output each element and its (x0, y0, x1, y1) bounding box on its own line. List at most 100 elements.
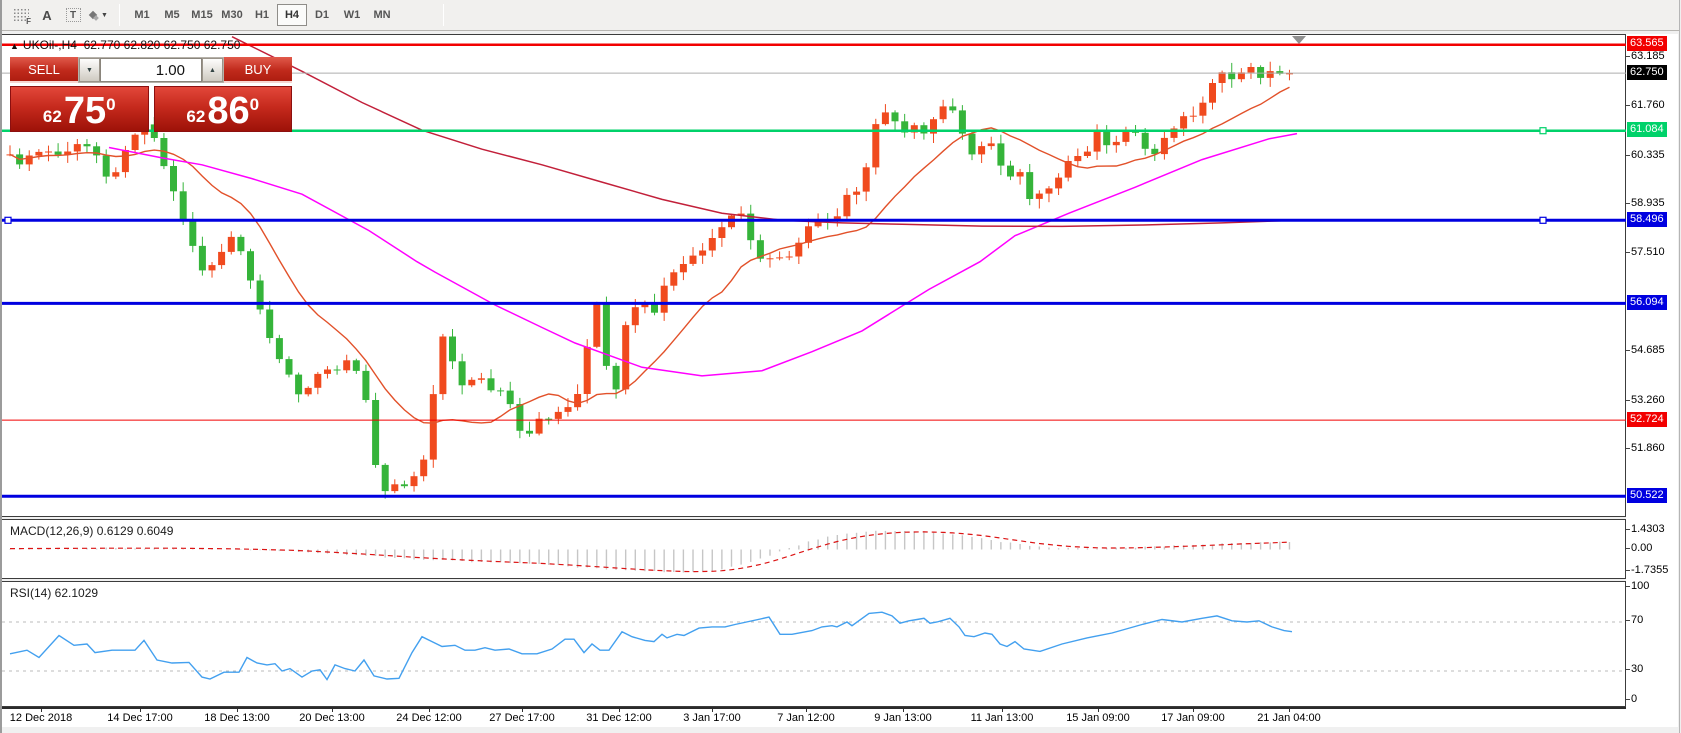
candle-body (429, 394, 437, 460)
candle-body (997, 143, 1005, 166)
timeframe-button-mn[interactable]: MN (373, 9, 391, 21)
timeframe-button-m30[interactable]: M30 (221, 9, 243, 21)
candle-body (1189, 115, 1197, 117)
timeframe-group: M1 M5 M15 M30 H1 H4 D1 W1 MN (127, 4, 397, 26)
date-tick (806, 709, 807, 712)
candle-body (1045, 188, 1053, 194)
font-a-icon[interactable]: A (42, 7, 52, 23)
candle-body (439, 336, 447, 395)
candle-body (400, 484, 408, 487)
candle-body (227, 236, 235, 252)
date-label: 14 Dec 17:00 (107, 712, 173, 724)
candle-body (1160, 137, 1168, 155)
candle-body (35, 151, 43, 156)
candle-body (275, 338, 283, 360)
candle-body (208, 265, 216, 271)
candle-body (54, 151, 62, 155)
price-tick: 54.685 (1626, 344, 1665, 357)
date-label: 31 Dec 12:00 (586, 712, 652, 724)
candle-body (83, 144, 91, 147)
volume-input[interactable]: 1.00 (100, 58, 202, 82)
volume-increase-button[interactable]: ▲ (202, 58, 223, 82)
price-badge: 56.094 (1627, 294, 1667, 310)
candle-body (1016, 172, 1024, 177)
candle-body (843, 194, 851, 217)
toolbar: F A T ▼ M1 M5 M15 M30 H1 H4 D1 W1 MN (2, 0, 1681, 31)
candle-body (766, 258, 774, 260)
text-label-icon[interactable]: T (60, 3, 86, 27)
timeframe-button-h1[interactable]: H1 (254, 9, 270, 21)
toolbar-separator (119, 4, 120, 26)
candle-body (93, 146, 101, 156)
date-label: 21 Jan 04:00 (1257, 712, 1321, 724)
rsi-indicator-panel[interactable]: RSI(14) 62.1029 (2, 581, 1626, 707)
candle-body (343, 360, 351, 371)
timeframe-button-m5[interactable]: M5 (164, 9, 180, 21)
timeframe-button-d1[interactable]: D1 (314, 9, 330, 21)
sell-price-tile[interactable]: 62 75 0 (10, 86, 149, 132)
volume-decrease-button[interactable]: ▼ (79, 58, 100, 82)
candle-body (1026, 172, 1034, 199)
candle-body (862, 167, 870, 192)
date-tick (712, 709, 713, 712)
candle-body (333, 369, 341, 371)
symbol-triangle-icon: ▲ (10, 41, 19, 51)
price-badge: 50.522 (1627, 487, 1667, 503)
candle-body (891, 112, 899, 122)
candle-body (1103, 129, 1111, 146)
date-tick (1193, 709, 1194, 712)
date-tick (903, 709, 904, 712)
candle-body (949, 106, 957, 111)
candle-body (372, 400, 380, 465)
candle-body (25, 155, 33, 165)
candle-body (304, 387, 312, 395)
timeframe-button-w1[interactable]: W1 (343, 9, 361, 21)
grid-f-icon[interactable]: F (8, 3, 34, 27)
candle-body (295, 374, 303, 395)
price-chart-panel[interactable]: ▲ UKOil-,H4 62.770 62.820 62.750 62.750 S… (2, 34, 1626, 517)
candle-body (535, 418, 543, 434)
rsi-line (9, 611, 1293, 681)
price-badge: 63.565 (1627, 36, 1667, 52)
buy-button[interactable]: BUY (224, 57, 292, 83)
candle-body (660, 285, 668, 313)
time-axis[interactable]: 12 Dec 2018 14 Dec 17:00 18 Dec 13:00 20 De… (2, 707, 1626, 727)
candle-body (391, 484, 399, 492)
rsi-chart[interactable] (2, 582, 1626, 706)
price-axis[interactable]: 63.185 61.760 60.335 58.935 57.510 54.685 53.2… (1625, 34, 1678, 727)
macd-chart[interactable] (2, 520, 1626, 578)
date-label: 15 Jan 09:00 (1066, 712, 1130, 724)
date-tick (237, 709, 238, 712)
timeframe-button-m1[interactable]: M1 (134, 9, 150, 21)
candle-body (651, 302, 658, 313)
candlestick-chart[interactable] (2, 35, 1626, 516)
chart-shift-marker-icon[interactable] (1292, 36, 1306, 44)
candle-body (1266, 71, 1274, 78)
timeframe-button-m15[interactable]: M15 (191, 9, 213, 21)
date-tick (332, 709, 333, 712)
candle-body (1035, 193, 1043, 199)
candle-body (285, 359, 293, 375)
candle-body (1209, 83, 1216, 103)
window-right-border (1679, 0, 1681, 733)
date-tick (140, 709, 141, 712)
buy-price-tile[interactable]: 62 86 0 (153, 86, 292, 132)
candle-body (670, 272, 678, 286)
price-tick: 58.935 (1626, 197, 1665, 210)
candle-body (1083, 151, 1091, 156)
buy-price-prefix: 62 (186, 107, 206, 126)
macd-signal-line (10, 531, 1290, 573)
timeframe-button-h4[interactable]: H4 (277, 4, 307, 26)
sell-price-main: 75 (63, 89, 107, 132)
arrows-tool-icon[interactable]: ▼ (86, 3, 112, 27)
candle-body (324, 369, 331, 374)
price-badge: 62.750 (1627, 64, 1667, 80)
sell-button[interactable]: SELL (10, 57, 78, 83)
candle-body (73, 144, 81, 152)
candle-body (602, 304, 610, 366)
macd-indicator-panel[interactable]: MACD(12,26,9) 0.6129 0.6049 (2, 519, 1626, 579)
candle-body (1112, 141, 1120, 146)
candle-body (1074, 156, 1082, 162)
price-tick: 61.760 (1626, 99, 1665, 112)
candle-body (1151, 148, 1159, 155)
